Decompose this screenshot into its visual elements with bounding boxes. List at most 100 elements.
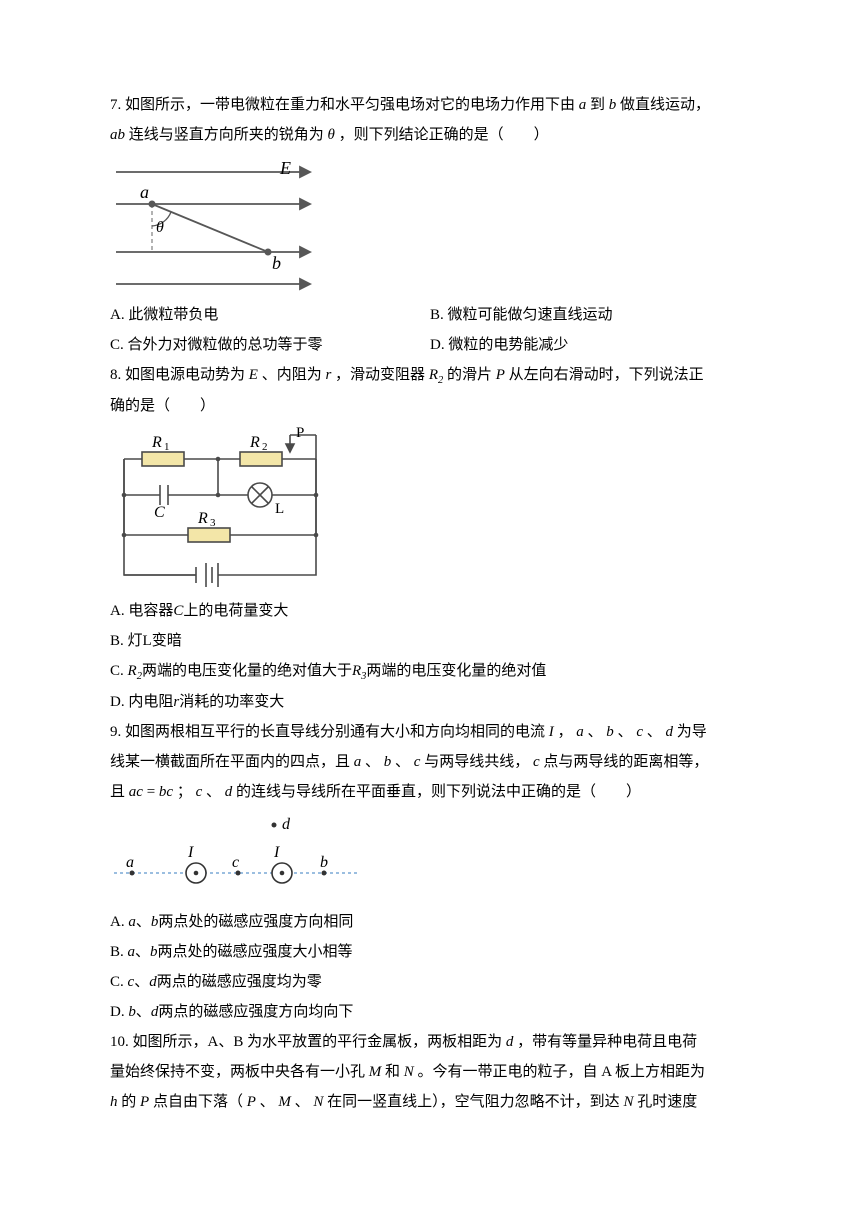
q9-s3: 、 [647, 724, 662, 740]
q10-line3: h 的 P 点自由下落（ P 、 M 、 N 在同一竖直线上），空气阻力忽略不计… [110, 1087, 750, 1117]
q9-ac: ac [129, 784, 143, 800]
q8-line1: 8. 如图电源电动势为 E 、内阻为 r ，滑动变阻器 R2 的滑片 P 从左向… [110, 360, 750, 391]
q9-eq: = [147, 784, 159, 800]
q8-r: r [325, 367, 331, 383]
svg-text:P: P [296, 425, 304, 441]
q8-number: 8. [110, 367, 121, 383]
q10-t7: 在同一竖直线上），空气阻力忽略不计，到达 [327, 1094, 620, 1110]
q8-cr3: R [352, 663, 361, 679]
q9ds: 、 [136, 1004, 151, 1020]
svg-text:b: b [272, 253, 281, 273]
q9bs: 、 [135, 944, 150, 960]
q9c1: C. [110, 974, 128, 990]
q10-N3: N [623, 1094, 633, 1110]
q8-opt-d: D. 内电阻r消耗的功率变大 [110, 687, 750, 717]
q7-options: A. 此微粒带负电 B. 微粒可能做匀速直线运动 C. 合外力对微粒做的总功等于… [110, 300, 750, 360]
q10-line2: 量始终保持不变，两板中央各有一小孔 M 和 N 。今有一带正电的粒子，自 A 板… [110, 1057, 750, 1087]
q9b2: 两点处的磁感应强度大小相等 [158, 944, 353, 960]
q7-opt-a: A. 此微粒带负电 [110, 300, 430, 330]
q7-opt-d: D. 微粒的电势能减少 [430, 330, 750, 360]
q7-t5: ，则下列结论正确的是（ ） [339, 127, 549, 143]
q10-N: N [404, 1064, 414, 1080]
q9-figure: a c b d I I [110, 811, 750, 901]
q8-R2s: 2 [438, 375, 443, 386]
q10-number: 10. [110, 1034, 129, 1050]
q9-c4: c [196, 784, 203, 800]
q8-opt-c: C. R2两端的电压变化量的绝对值大于R3两端的电压变化量的绝对值 [110, 656, 750, 687]
q9-d2: d [225, 784, 233, 800]
q8-P: P [496, 367, 505, 383]
q9-I: I [549, 724, 554, 740]
q8-c1: C. [110, 663, 128, 679]
q10-t6: 点自由下落（ [153, 1094, 243, 1110]
q10-t5: 的 [121, 1094, 136, 1110]
q9-c2: c [414, 754, 421, 770]
q9-t5: 点与两导线的距离相等， [543, 754, 708, 770]
q9-t1: 如图两根相互平行的长直导线分别通有大小和方向均相同的电流 [125, 724, 545, 740]
svg-text:1: 1 [164, 441, 170, 453]
q9-opt-c: C. c、d两点的磁感应强度均为零 [110, 967, 750, 997]
q9-t2: 为导 [677, 724, 707, 740]
q8-c3: 两端的电压变化量的绝对值 [366, 663, 546, 679]
q10-t1: 如图所示，A、B 为水平放置的平行金属板，两板相距为 [133, 1034, 503, 1050]
svg-text:R: R [151, 434, 162, 451]
q9-t3: 线某一横截面所在平面内的四点，且 [110, 754, 350, 770]
svg-text:I: I [187, 844, 194, 861]
q9b1: B. [110, 944, 128, 960]
q9-s4: 、 [365, 754, 380, 770]
q9-svg: a c b d I I [110, 811, 370, 901]
q10-N2: N [313, 1094, 323, 1110]
q8-a2: 上的电荷量变大 [183, 603, 288, 619]
q9-bc: bc [159, 784, 173, 800]
q10-line1: 10. 如图所示，A、B 为水平放置的平行金属板，两板相距为 d ，带有等量异种… [110, 1027, 750, 1057]
q10-t8: 孔时速度 [637, 1094, 697, 1110]
q9-s1: 、 [588, 724, 603, 740]
q10-d: d [506, 1034, 514, 1050]
svg-text:E: E [279, 158, 291, 178]
svg-text:I: I [273, 844, 280, 861]
q8-t5: 从左向右滑动时，下列说法正 [509, 367, 704, 383]
q9-comma1: ， [558, 724, 573, 740]
q9bb: b [150, 944, 158, 960]
svg-text:a: a [126, 854, 134, 871]
q9-a2: a [354, 754, 362, 770]
q9-t4: 与两导线共线， [424, 754, 529, 770]
q10-M: M [369, 1064, 382, 1080]
svg-text:d: d [282, 816, 291, 833]
q7-theta: θ [328, 127, 335, 143]
q10-P2: P [247, 1094, 256, 1110]
q8-c2: 两端的电压变化量的绝对值大于 [142, 663, 352, 679]
q9-d1: d [666, 724, 674, 740]
q8-ac: C [173, 603, 183, 619]
q7-number: 7. [110, 97, 121, 113]
page: 7. 如图所示，一带电微粒在重力和水平匀强电场对它的电场力作用下由 a 到 b … [0, 0, 860, 1157]
q10-s2: 、 [295, 1094, 310, 1110]
q7-line2: ab 连线与竖直方向所夹的锐角为 θ ，则下列结论正确的是（ ） [110, 120, 750, 150]
svg-text:C: C [154, 504, 165, 521]
q9-opt-d: D. b、d两点的磁感应强度方向均向下 [110, 997, 750, 1027]
q10-h: h [110, 1094, 118, 1110]
q8-cr2: R [128, 663, 137, 679]
q9d2: 两点的磁感应强度方向均向下 [158, 1004, 353, 1020]
q10-and: 和 [385, 1064, 400, 1080]
q10-t2: ，带有等量异种电荷且电荷 [517, 1034, 697, 1050]
q7-figure: a E b θ [110, 154, 750, 294]
q8-bl: L [143, 633, 152, 649]
q7-ab: ab [110, 127, 125, 143]
q9-semi: ； [177, 784, 192, 800]
q8-opt-b: B. 灯L变暗 [110, 626, 750, 656]
q7-opt-b: B. 微粒可能做匀速直线运动 [430, 300, 750, 330]
q10-t3: 量始终保持不变，两板中央各有一小孔 [110, 1064, 365, 1080]
q7-line1: 7. 如图所示，一带电微粒在重力和水平匀强电场对它的电场力作用下由 a 到 b … [110, 90, 750, 120]
q8-d1: D. 内电阻 [110, 694, 173, 710]
q9-t7: 的连线与导线所在平面垂直，则下列说法中正确的是（ ） [236, 784, 641, 800]
q9-b2: b [384, 754, 392, 770]
q8-E: E [249, 367, 258, 383]
q7-opt-c: C. 合外力对微粒做的总功等于零 [110, 330, 430, 360]
q8-t3: ，滑动变阻器 [335, 367, 425, 383]
svg-text:θ: θ [156, 219, 164, 236]
q9-opt-a: A. a、b两点处的磁感应强度方向相同 [110, 907, 750, 937]
q8-R2: R [429, 367, 438, 383]
svg-text:R: R [197, 510, 208, 527]
q9as: 、 [136, 914, 151, 930]
